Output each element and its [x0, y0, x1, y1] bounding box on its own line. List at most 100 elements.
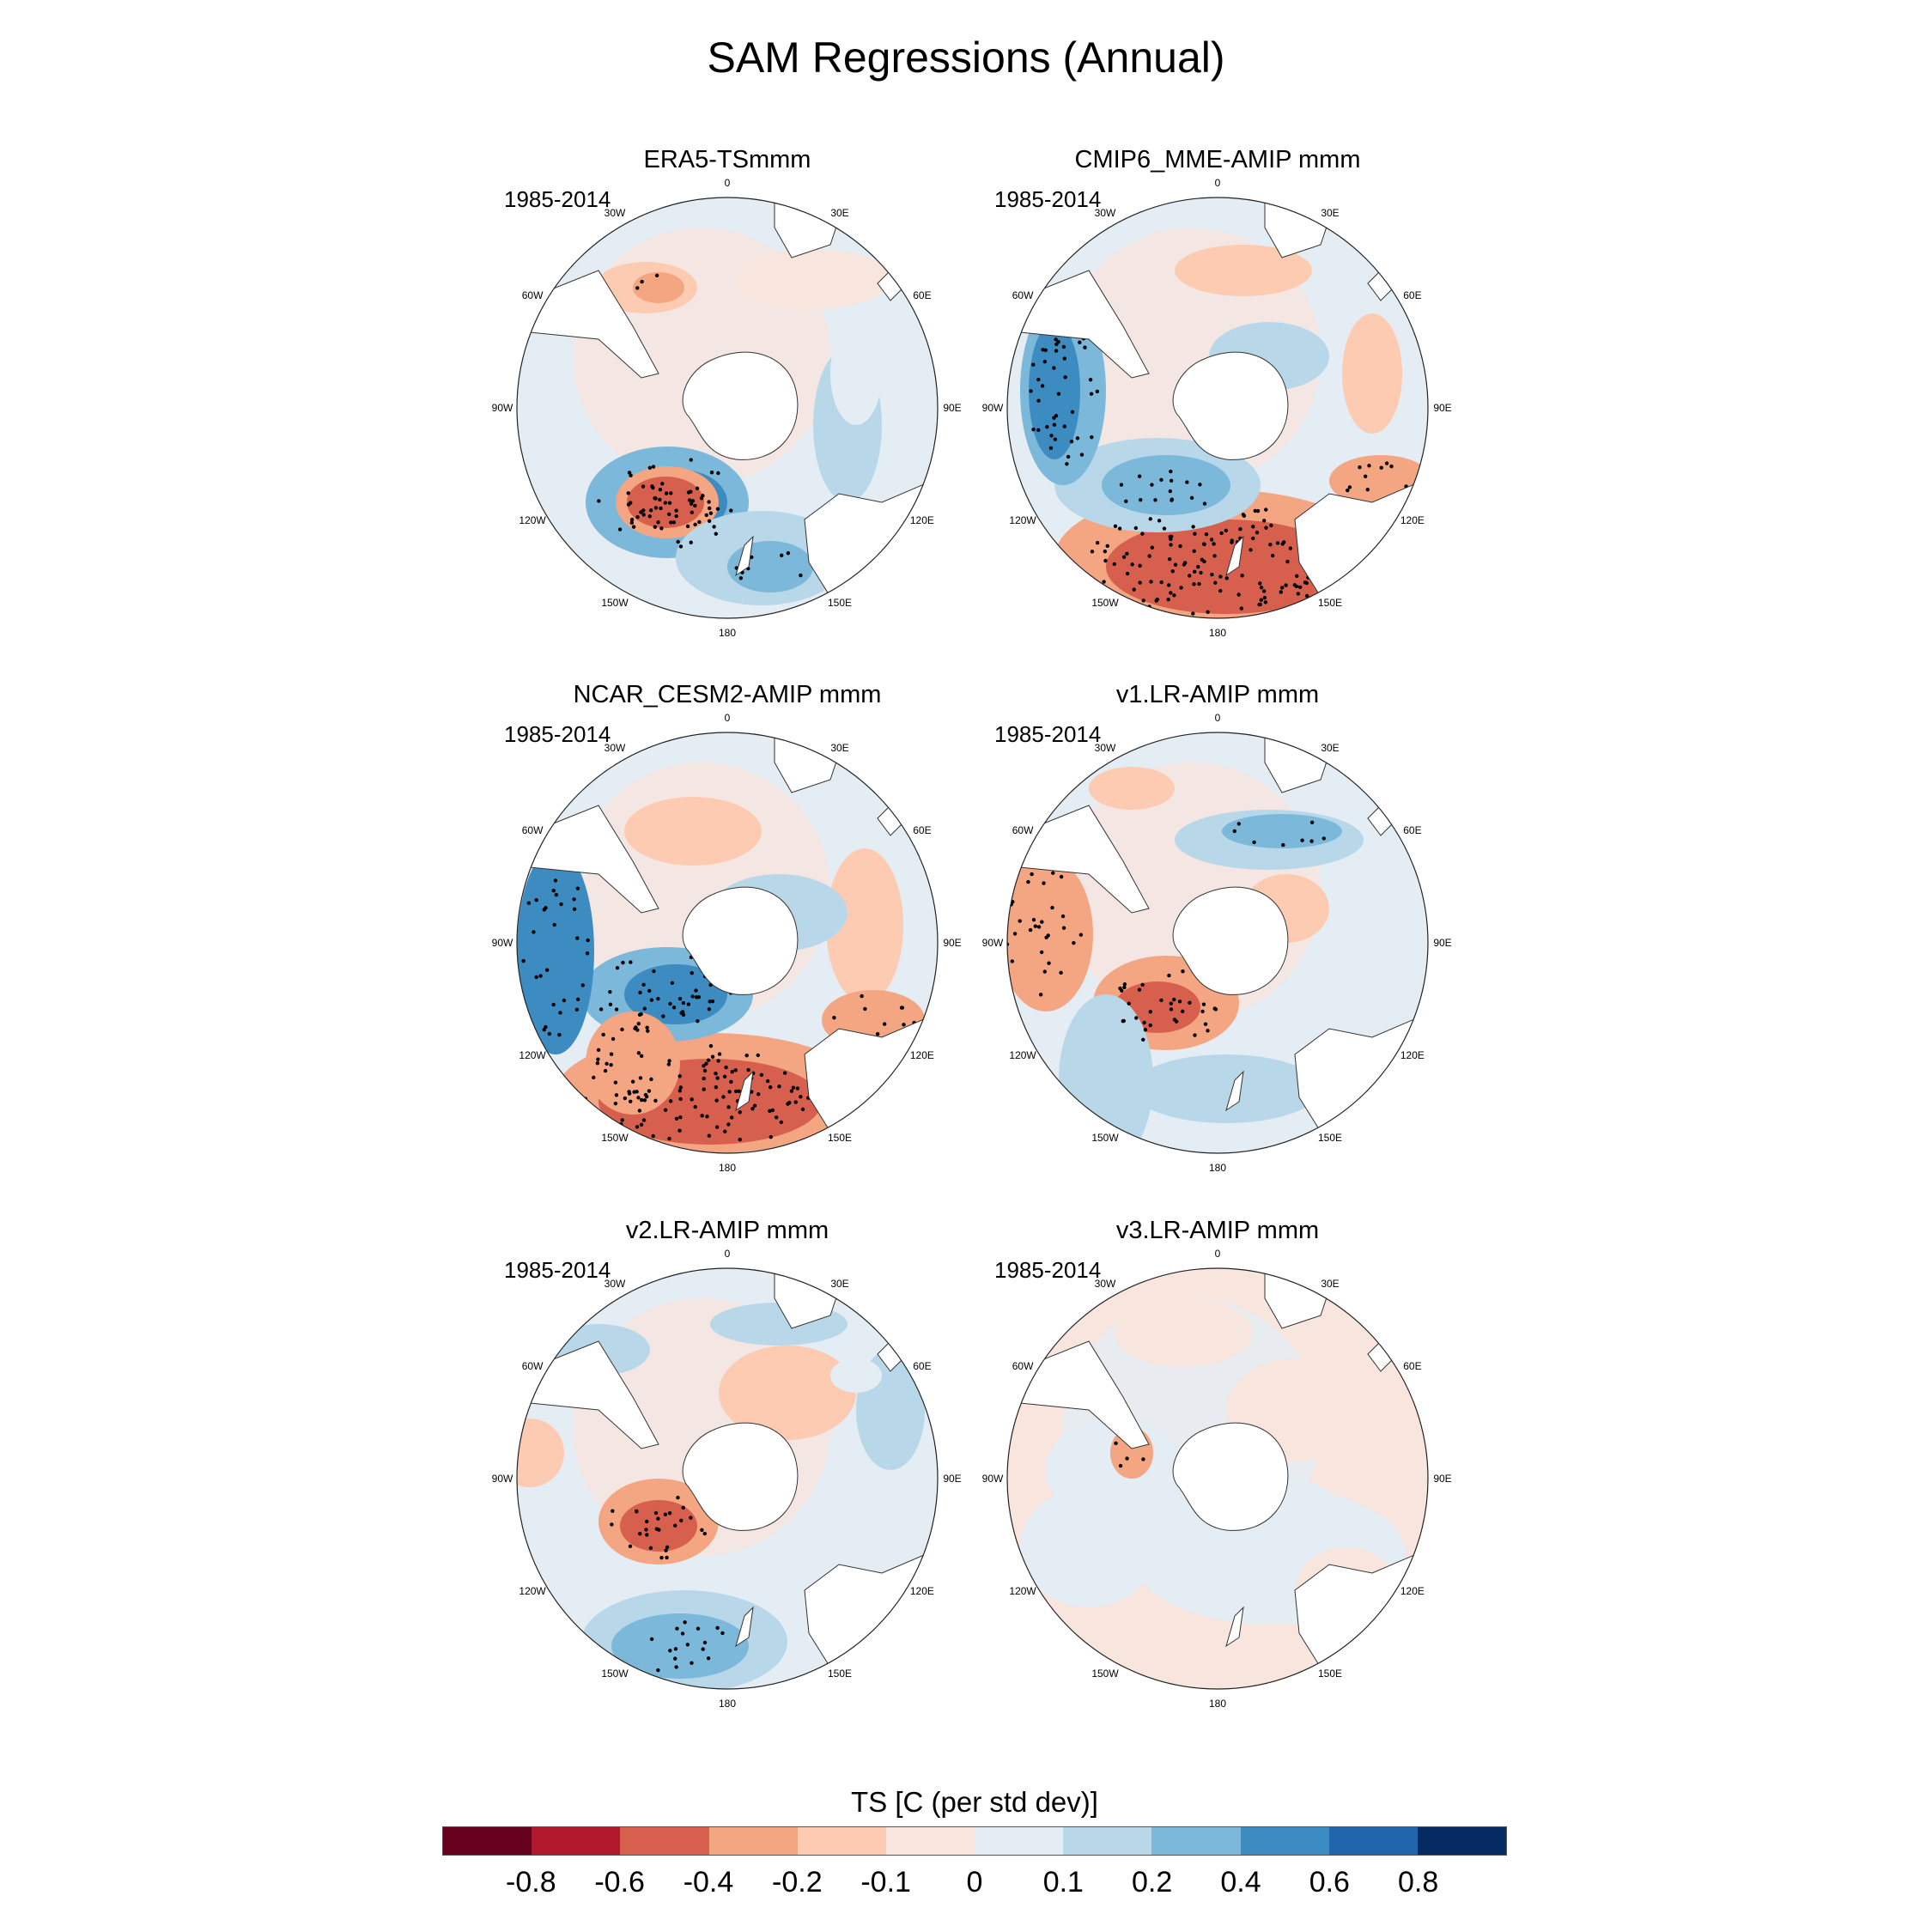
- significance-dot: [722, 1074, 727, 1078]
- significance-dot: [547, 1031, 552, 1036]
- significance-dot: [638, 990, 642, 995]
- significance-dot: [1018, 919, 1022, 923]
- significance-dot: [640, 1097, 644, 1103]
- significance-dot: [1258, 602, 1262, 607]
- map-border: [516, 197, 939, 619]
- significance-dot: [1031, 427, 1036, 432]
- significance-dot: [1384, 461, 1389, 465]
- colorbar-label: -0.6: [594, 1866, 645, 1899]
- significance-dot: [701, 1647, 705, 1651]
- significance-dot: [521, 958, 526, 963]
- significance-dot: [1150, 545, 1154, 550]
- field-region: [736, 249, 890, 309]
- significance-dot: [1102, 587, 1106, 592]
- significance-dot: [641, 508, 646, 513]
- significance-dot: [752, 1103, 757, 1108]
- significance-dot: [1185, 480, 1189, 484]
- significance-dot: [605, 1061, 609, 1066]
- significance-dot: [542, 1028, 546, 1032]
- significance-dot: [1167, 557, 1172, 562]
- significance-dot: [1169, 543, 1173, 547]
- map-border: [1006, 732, 1429, 1154]
- significance-dot: [696, 1019, 700, 1024]
- significance-dot: [610, 1522, 614, 1527]
- significance-dot: [674, 508, 678, 513]
- longitude-label: 180: [1209, 627, 1226, 639]
- significance-dot: [678, 1115, 683, 1120]
- field-region: [611, 1613, 749, 1679]
- significance-dot: [1255, 508, 1261, 513]
- significance-dot: [603, 1068, 608, 1073]
- land: [1225, 535, 1244, 577]
- significance-dot: [720, 1631, 725, 1636]
- significance-dot: [1070, 410, 1075, 414]
- colorbar-label: 0.4: [1220, 1866, 1261, 1899]
- significance-dot: [1047, 961, 1051, 965]
- field-region: [1175, 245, 1312, 296]
- significance-dot: [559, 902, 563, 907]
- significance-dot: [1049, 434, 1054, 438]
- significance-dot: [635, 1125, 640, 1129]
- significance-dot: [630, 1079, 635, 1084]
- significance-dot: [677, 1074, 682, 1078]
- significance-dot: [621, 960, 625, 965]
- land: [1172, 886, 1289, 995]
- significance-dot: [658, 497, 662, 502]
- colorbar-swatch: [1417, 1827, 1507, 1855]
- panel-period: 1985-2014: [994, 1257, 1102, 1283]
- significance-dot: [627, 1091, 632, 1096]
- significance-dot: [645, 1533, 649, 1537]
- significance-dot: [629, 517, 635, 522]
- longitude-label: 30E: [830, 207, 848, 219]
- significance-dot: [1218, 574, 1223, 579]
- longitude-label: 90W: [982, 937, 1004, 949]
- significance-dot: [1238, 526, 1242, 532]
- significance-dot: [1212, 1006, 1217, 1011]
- longitude-label: 150E: [828, 1132, 852, 1144]
- significance-dot: [1031, 917, 1036, 922]
- longitude-label: 0: [725, 177, 731, 189]
- significance-dot: [653, 525, 658, 529]
- significance-dot: [714, 1098, 719, 1103]
- colorbar-label: 0.8: [1398, 1866, 1439, 1899]
- significance-dot: [1065, 462, 1069, 466]
- significance-dot: [1133, 526, 1139, 531]
- significance-dot: [1138, 580, 1142, 585]
- land: [1225, 1070, 1244, 1112]
- significance-dot: [1189, 495, 1194, 501]
- significance-dot: [690, 510, 695, 515]
- significance-dot: [652, 969, 656, 974]
- significance-dot: [1203, 1022, 1208, 1026]
- significance-dot: [1193, 532, 1197, 536]
- significance-dot: [678, 1085, 683, 1090]
- significance-dot: [1191, 611, 1195, 616]
- significance-dot: [1137, 987, 1142, 992]
- longitude-label: 90E: [1433, 402, 1451, 414]
- significance-dot: [667, 512, 671, 517]
- map-border: [1006, 197, 1429, 619]
- significance-dot: [572, 897, 576, 902]
- significance-dot: [677, 1089, 682, 1093]
- significance-dot: [1137, 474, 1142, 478]
- significance-dot: [1232, 829, 1236, 834]
- significance-dot: [756, 1092, 761, 1097]
- significance-dot: [653, 495, 657, 501]
- significance-dot: [726, 1105, 731, 1109]
- significance-dot: [777, 1084, 781, 1089]
- significance-dot: [1167, 973, 1171, 978]
- field-region: [830, 322, 882, 425]
- significance-dot: [899, 1005, 904, 1010]
- significance-dot: [729, 1079, 733, 1084]
- significance-dot: [639, 1122, 644, 1127]
- significance-dot: [671, 520, 677, 525]
- significance-dot: [629, 520, 635, 526]
- significance-dot: [1159, 580, 1163, 585]
- colorbar: TS [C (per std dev)] -0.8 -0.6 -0.4 -0.2 -0.…: [442, 1786, 1507, 1906]
- colorbar-label: 0.6: [1309, 1866, 1350, 1899]
- significance-dot: [685, 524, 690, 529]
- significance-dot: [667, 1136, 671, 1141]
- longitude-label: 0: [725, 712, 731, 724]
- significance-dot: [1249, 548, 1253, 552]
- significance-dot: [700, 1528, 704, 1533]
- significance-dot: [730, 1115, 734, 1120]
